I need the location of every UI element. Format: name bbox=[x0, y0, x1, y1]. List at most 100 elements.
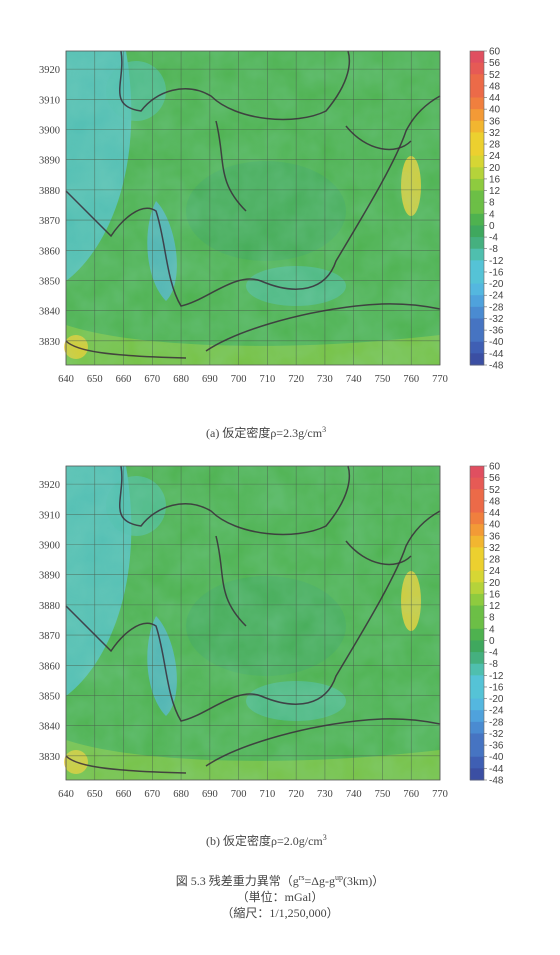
colorbar-tick-label-18: -12 bbox=[489, 671, 504, 682]
x-tick-label-3: 670 bbox=[144, 789, 160, 800]
x-tick-label-4: 680 bbox=[173, 789, 189, 800]
colorbar-swatch-8 bbox=[470, 559, 484, 572]
colorbar-tick-label-0: 60 bbox=[489, 462, 501, 473]
x-tick-label-10: 740 bbox=[346, 374, 362, 385]
y-tick-label-4: 3870 bbox=[39, 631, 60, 642]
x-tick-label-13: 770 bbox=[432, 789, 448, 800]
y-tick-label-5: 3880 bbox=[39, 601, 60, 612]
y-tick-label-3: 3860 bbox=[39, 246, 60, 257]
colorbar-swatch-11 bbox=[470, 178, 484, 192]
colorbar-swatch-15 bbox=[470, 225, 484, 238]
boundary-line-2 bbox=[205, 303, 441, 352]
y-tick-label-4: 3870 bbox=[39, 216, 60, 227]
colorbar-swatch-22 bbox=[470, 721, 484, 734]
colorbar-tick-label-17: -8 bbox=[489, 659, 498, 670]
x-tick-label-12: 760 bbox=[403, 374, 419, 385]
caption-a-sup: 3 bbox=[322, 425, 327, 434]
colorbar-tick-label-1: 56 bbox=[489, 58, 501, 69]
y-tick-label-8: 3910 bbox=[39, 510, 60, 521]
colorbar-swatch-25 bbox=[470, 341, 484, 354]
colorbar-swatch-13 bbox=[470, 617, 484, 630]
colorbar-tick-label-25: -40 bbox=[489, 752, 504, 763]
colorbar-tick-label-22: -28 bbox=[489, 302, 504, 313]
boundary-line-0 bbox=[119, 465, 351, 536]
y-tick-label-2: 3850 bbox=[39, 276, 60, 287]
colorbar-tick-label-4: 44 bbox=[489, 93, 501, 104]
colorbar-tick-label-7: 32 bbox=[489, 543, 501, 554]
colorbar-tick-label-6: 36 bbox=[489, 116, 501, 127]
colorbar-swatch-24 bbox=[470, 745, 484, 758]
colorbar-tick-label-27: -48 bbox=[489, 361, 504, 372]
colorbar-tick-label-3: 48 bbox=[489, 81, 501, 92]
colorbar-swatch-21 bbox=[470, 710, 484, 723]
caption-a-value: 2.3g/cm bbox=[283, 426, 323, 440]
colorbar-swatch-4 bbox=[470, 512, 484, 525]
colorbar-swatch-8 bbox=[470, 144, 484, 157]
colorbar-tick-label-14: 4 bbox=[489, 624, 495, 635]
colorbar-tick-label-11: 16 bbox=[489, 589, 501, 600]
colorbar-swatch-10 bbox=[470, 167, 484, 180]
colorbar-swatch-3 bbox=[470, 85, 484, 99]
colorbar-swatch-6 bbox=[470, 120, 484, 133]
x-tick-label-10: 740 bbox=[346, 789, 362, 800]
y-tick-label-0: 3830 bbox=[39, 752, 60, 763]
figure-caption-line2: （単位：mGal） bbox=[236, 890, 324, 904]
colorbar-tick-label-1: 56 bbox=[489, 473, 501, 484]
colorbar-tick-label-13: 8 bbox=[489, 613, 495, 624]
colorbar-swatch-20 bbox=[470, 698, 484, 711]
colorbar-swatch-22 bbox=[470, 306, 484, 319]
colorbar-swatch-9 bbox=[470, 570, 484, 583]
x-tick-label-6: 700 bbox=[231, 374, 247, 385]
x-tick-label-6: 700 bbox=[231, 789, 247, 800]
colorbar-frame bbox=[469, 465, 485, 781]
boundary-line-5 bbox=[345, 540, 412, 566]
x-tick-label-2: 660 bbox=[116, 374, 132, 385]
colorbar-swatch-26 bbox=[470, 768, 484, 781]
boundary-line-0 bbox=[119, 50, 351, 121]
colorbar-tick-label-0: 60 bbox=[489, 47, 501, 58]
y-tick-label-9: 3920 bbox=[39, 65, 60, 76]
x-tick-label-7: 710 bbox=[260, 789, 276, 800]
colorbar-frame bbox=[469, 50, 485, 366]
y-tick-label-5: 3880 bbox=[39, 186, 60, 197]
x-tick-label-8: 720 bbox=[288, 789, 304, 800]
colorbar-swatch-16 bbox=[470, 652, 484, 665]
colorbar-tick-label-9: 24 bbox=[489, 151, 501, 162]
colorbar-tick-label-15: 0 bbox=[489, 221, 495, 232]
x-tick-label-12: 760 bbox=[403, 789, 419, 800]
colorbar-swatch-7 bbox=[470, 547, 484, 560]
caption-a-prefix: (a) 仮定密度ρ= bbox=[206, 426, 284, 440]
x-tick-label-11: 750 bbox=[375, 789, 391, 800]
y-tick-label-7: 3900 bbox=[39, 541, 60, 552]
colorbar-swatch-0 bbox=[470, 466, 484, 479]
colorbar-swatch-17 bbox=[470, 248, 484, 261]
y-tick-label-1: 3840 bbox=[39, 307, 60, 318]
colorbar-swatch-19 bbox=[470, 271, 484, 285]
colorbar-swatch-19 bbox=[470, 686, 484, 700]
colorbar-swatch-17 bbox=[470, 663, 484, 676]
colorbar-swatch-23 bbox=[470, 318, 484, 331]
y-tick-label-9: 3920 bbox=[39, 480, 60, 491]
colorbar-tick-label-10: 20 bbox=[489, 578, 501, 589]
colorbar-tick-label-11: 16 bbox=[489, 174, 501, 185]
colorbar-tick-label-23: -32 bbox=[489, 314, 504, 325]
colorbar-tick-label-26: -44 bbox=[489, 764, 504, 775]
colorbar-tick-label-24: -36 bbox=[489, 326, 504, 337]
colorbar-tick-label-14: 4 bbox=[489, 209, 495, 220]
boundary-line-2 bbox=[205, 718, 441, 767]
colorbar-tick-label-19: -16 bbox=[489, 682, 504, 693]
colorbar-swatch-23 bbox=[470, 733, 484, 746]
colorbar-swatch-9 bbox=[470, 155, 484, 168]
colorbar-swatch-11 bbox=[470, 593, 484, 607]
colorbar-swatch-14 bbox=[470, 213, 484, 226]
colorbar-swatch-18 bbox=[470, 675, 484, 688]
colorbar-swatch-4 bbox=[470, 97, 484, 110]
caption-a: (a) 仮定密度ρ=2.3g/cm3 bbox=[206, 424, 326, 441]
boundary-line-1 bbox=[65, 95, 441, 307]
colorbar-tick-label-21: -24 bbox=[489, 291, 504, 302]
colorbar-swatch-14 bbox=[470, 628, 484, 641]
colorbar-tick-label-6: 36 bbox=[489, 531, 501, 542]
figure-caption-line1: 図 5.3 残差重力異常（grs=Δg-gup(3km)） bbox=[175, 873, 385, 888]
field-texture bbox=[66, 51, 440, 365]
colorbar-tick-label-4: 44 bbox=[489, 508, 501, 519]
